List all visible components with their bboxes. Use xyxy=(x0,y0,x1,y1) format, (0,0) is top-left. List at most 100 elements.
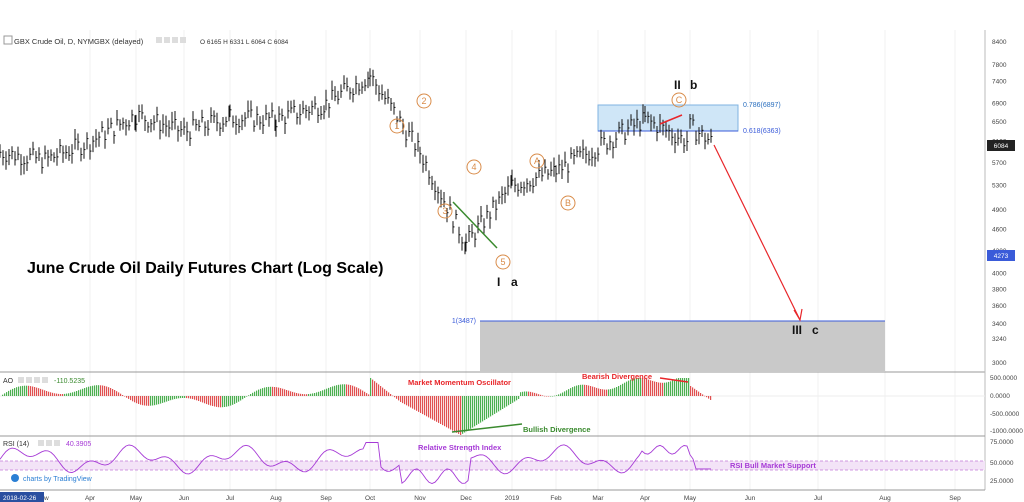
price-bar xyxy=(305,104,308,119)
ao-bar xyxy=(90,386,92,396)
ao-axis: 500.0000 0.0000 -500.0000 -1000.0000 xyxy=(990,375,1023,435)
price-bar xyxy=(262,115,265,134)
price-bar xyxy=(314,96,317,110)
ao-bar xyxy=(552,396,554,397)
major-II: II xyxy=(674,78,681,92)
price-bar xyxy=(615,132,618,148)
price-bar xyxy=(62,145,65,163)
ao-bar xyxy=(140,396,142,405)
price-bar xyxy=(104,130,107,149)
price-bar xyxy=(265,104,268,121)
settings-icon[interactable] xyxy=(164,37,170,43)
price-bar xyxy=(278,106,281,123)
ao-bar xyxy=(132,396,134,402)
ao-bar xyxy=(642,378,644,396)
price-bar xyxy=(250,100,253,118)
ao-more-icon[interactable] xyxy=(42,377,48,383)
price-bar xyxy=(355,75,358,95)
ao-bar xyxy=(402,396,404,404)
ao-close-icon[interactable] xyxy=(34,377,40,383)
more-icon[interactable] xyxy=(180,37,186,43)
price-bar xyxy=(207,120,210,136)
wave-B: B xyxy=(565,198,571,208)
price-bar xyxy=(2,150,5,166)
ao-bar xyxy=(574,386,576,396)
low-price-badge xyxy=(987,250,1015,261)
wave-C: C xyxy=(676,95,683,105)
time-tick: Aug xyxy=(879,495,891,502)
ao-bar xyxy=(538,394,540,396)
ao-bar xyxy=(644,378,646,396)
price-bar xyxy=(704,132,707,150)
ao-bar xyxy=(198,396,200,401)
major-a: a xyxy=(511,275,518,289)
price-tick: 6900 xyxy=(992,100,1007,107)
ao-bar xyxy=(96,385,98,396)
header: GBX Crude Oil, D, NYMGBX (delayed) O 616… xyxy=(3,35,289,46)
ao-bar xyxy=(242,396,244,400)
price-bar xyxy=(594,152,597,167)
price-bar xyxy=(390,98,393,111)
ao-bar xyxy=(388,392,390,396)
price-bar xyxy=(174,111,177,130)
ao-bar xyxy=(352,385,354,396)
price-bar xyxy=(558,154,561,175)
ao-bar xyxy=(404,396,406,405)
ao-bar xyxy=(146,396,148,406)
ao-bar xyxy=(134,396,136,403)
ao-bar xyxy=(250,394,252,396)
ao-bar xyxy=(318,391,320,396)
rsi-tick: 25.0000 xyxy=(990,478,1014,485)
ao-histogram xyxy=(2,378,712,435)
time-tick: May xyxy=(684,495,697,502)
price-bar xyxy=(544,159,547,174)
price-bar xyxy=(177,125,180,142)
ao-bar xyxy=(462,396,464,434)
ao-bearish-line xyxy=(659,377,689,383)
ao-eye-icon[interactable] xyxy=(26,377,32,383)
ao-settings-icon[interactable] xyxy=(18,377,24,383)
eye-icon[interactable] xyxy=(156,37,162,43)
ao-bar xyxy=(522,391,524,396)
price-bar xyxy=(449,196,452,210)
ao-bar xyxy=(150,396,152,406)
ao-bar xyxy=(450,396,452,430)
price-bar xyxy=(498,191,501,204)
price-bar xyxy=(331,80,334,100)
time-tick: Jun xyxy=(179,495,190,502)
ao-bar xyxy=(424,396,426,416)
ao-bar xyxy=(302,394,304,396)
ao-bar xyxy=(42,389,44,396)
ao-bar xyxy=(176,396,178,399)
price-bar xyxy=(483,218,486,234)
tradingview-brand[interactable]: charts by TradingView xyxy=(11,474,93,483)
rsi-eye-icon[interactable] xyxy=(46,440,52,446)
ao-bar xyxy=(420,396,422,413)
ao-bar xyxy=(328,387,330,396)
ao-bar xyxy=(44,390,46,396)
ao-bar xyxy=(124,396,126,397)
ao-bar xyxy=(684,378,686,396)
rsi-close-icon[interactable] xyxy=(54,440,60,446)
price-bar xyxy=(144,115,147,131)
close-icon[interactable] xyxy=(172,37,178,43)
price-bar xyxy=(38,147,41,161)
tradingview-logo-icon xyxy=(11,474,19,482)
ao-bar xyxy=(394,396,396,398)
ao-bar xyxy=(244,396,246,398)
ao-bar xyxy=(174,396,176,400)
price-bar xyxy=(564,151,567,167)
collapse-icon[interactable] xyxy=(3,35,13,45)
rsi-settings-icon[interactable] xyxy=(38,440,44,446)
ao-bar xyxy=(92,385,94,396)
price-bar xyxy=(83,142,86,159)
price-bar xyxy=(213,110,216,123)
ao-bar xyxy=(62,394,64,396)
ao-bar xyxy=(172,396,174,400)
price-bar xyxy=(47,149,50,167)
rsi-tick: 75.0000 xyxy=(990,439,1014,446)
ao-bar xyxy=(118,392,120,396)
ao-bar xyxy=(440,396,442,424)
price-bar xyxy=(477,215,480,234)
